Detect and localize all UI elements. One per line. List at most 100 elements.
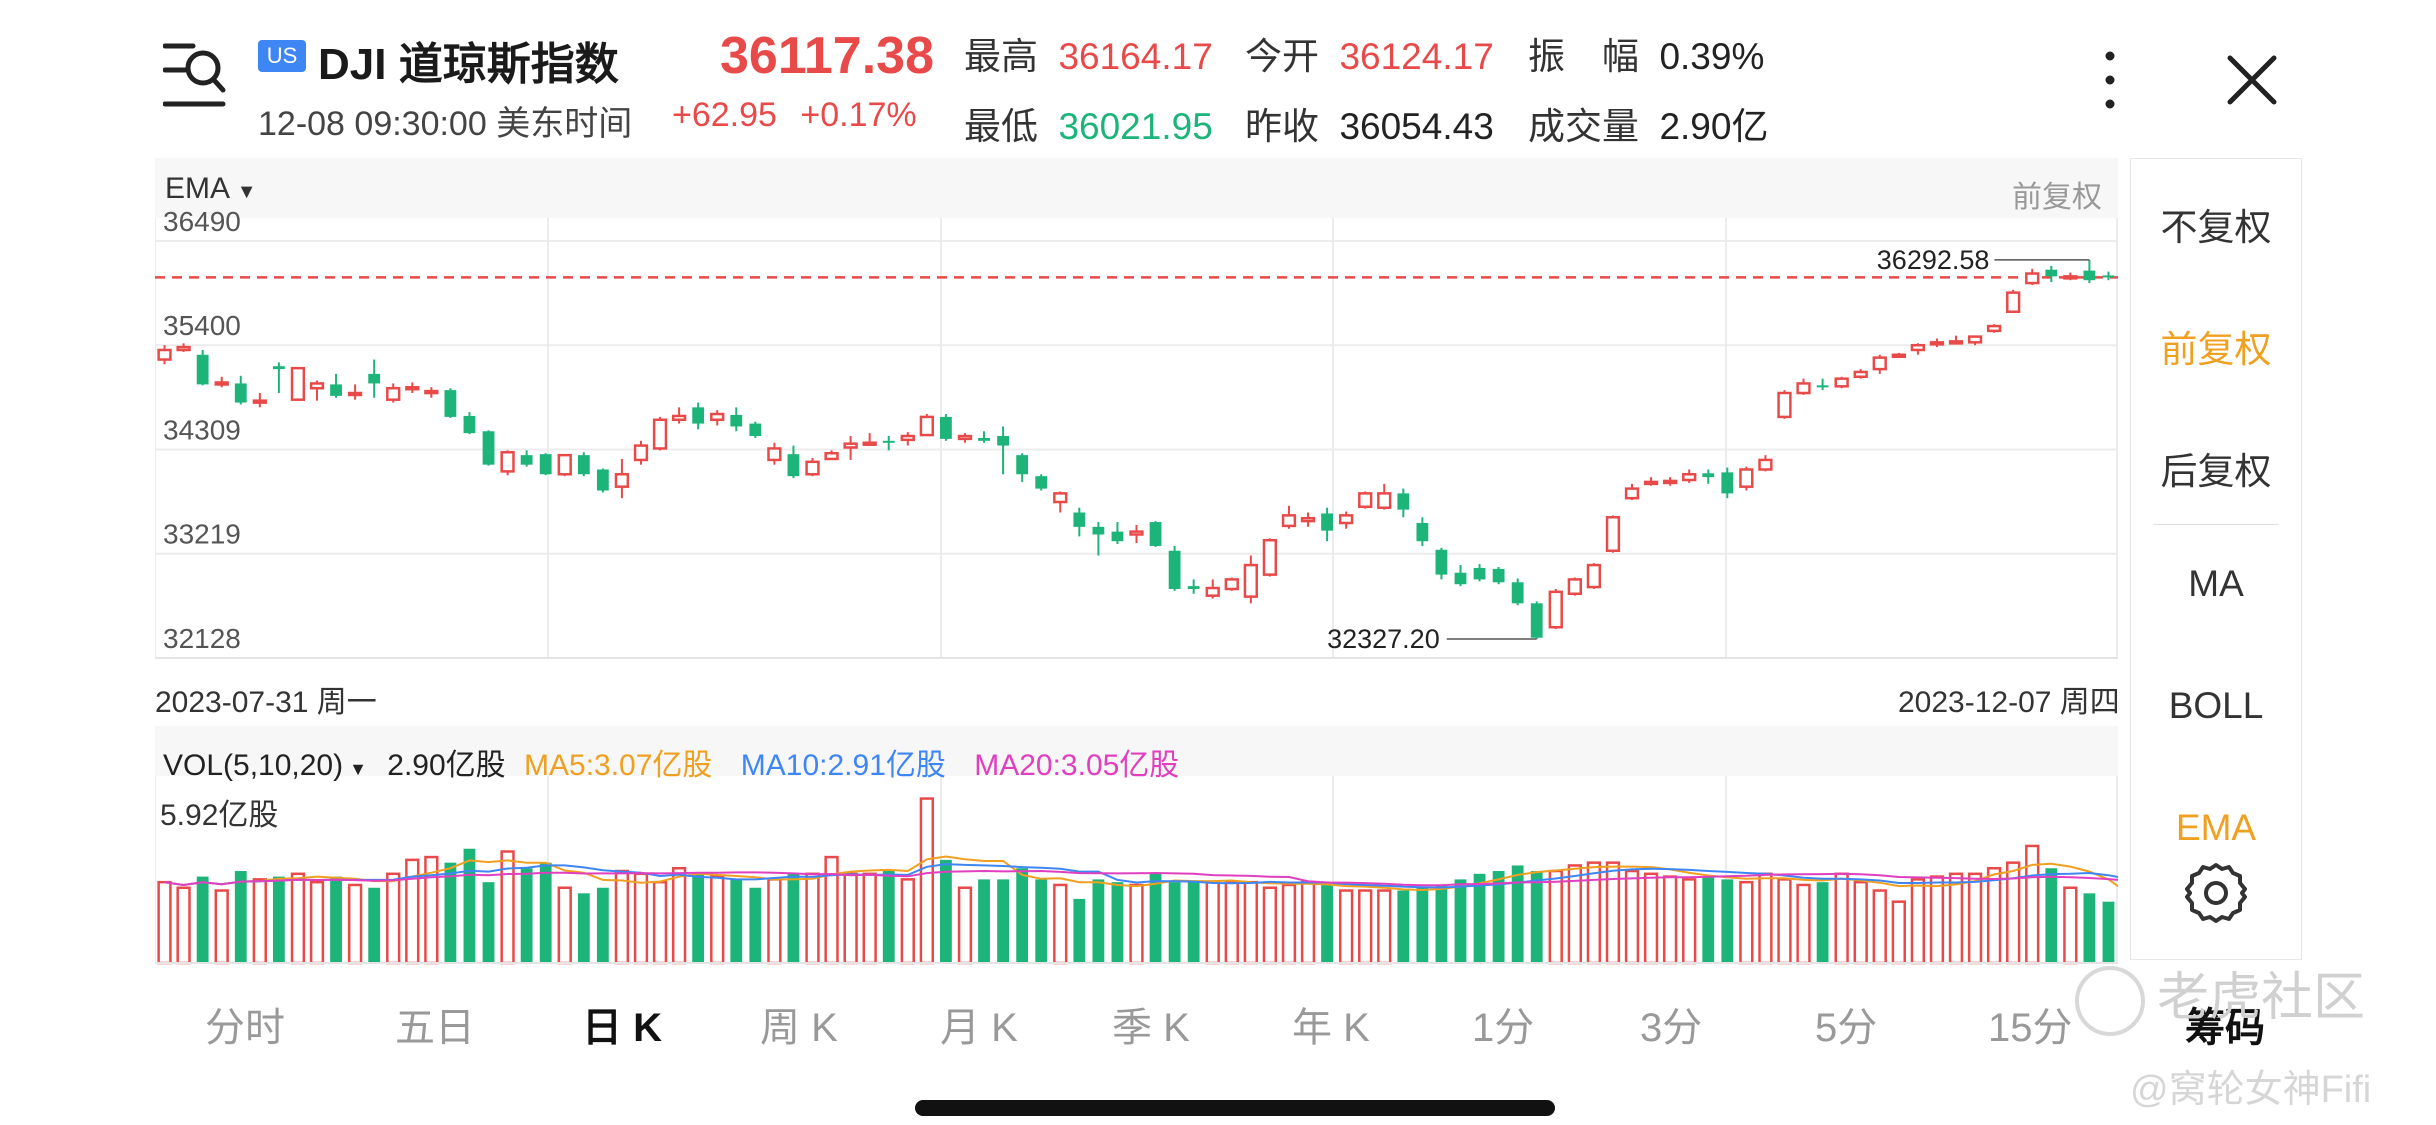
candle-body	[1416, 523, 1429, 542]
volume-bar	[787, 873, 800, 963]
candle-body	[577, 455, 590, 475]
volume-bar	[157, 880, 172, 965]
candle-body	[290, 366, 306, 401]
volume-bar	[1777, 878, 1792, 965]
panel-ma[interactable]: MA	[2188, 563, 2244, 604]
volume-bar	[1416, 887, 1429, 963]
tab-2[interactable]: 日 K	[582, 1006, 662, 1050]
candle-body	[1016, 455, 1029, 475]
tab-10[interactable]: 15分	[1988, 1006, 2073, 1050]
candle-body	[1262, 538, 1278, 576]
volume-bar	[1321, 884, 1333, 963]
candle-body	[1834, 377, 1849, 388]
candle-body	[652, 418, 668, 450]
volume-current: 2.90亿股	[387, 749, 506, 782]
volume-bar	[997, 879, 1010, 963]
volume-bar	[2102, 901, 2115, 963]
candle-body	[1397, 493, 1410, 510]
volume-bar	[882, 871, 895, 963]
volume-bar	[1702, 876, 1715, 963]
volume-bar	[1243, 880, 1259, 965]
volume-bar	[1397, 890, 1410, 963]
volume-bar	[671, 866, 687, 965]
close-icon[interactable]	[2222, 50, 2282, 110]
candle-body	[633, 444, 649, 462]
candle-body	[1187, 586, 1200, 589]
volume-bar	[386, 872, 401, 965]
volume-bar	[1910, 878, 1926, 965]
volume-bar	[730, 879, 743, 963]
candle-body	[1035, 476, 1048, 489]
gear-icon[interactable]	[2182, 859, 2250, 927]
stat-prev-close: 昨收 36054.43	[1245, 106, 1494, 147]
candle-body	[1777, 391, 1792, 419]
panel-ema[interactable]: EMA	[2175, 807, 2257, 848]
y-tick-label: 34309	[163, 415, 241, 446]
caret-down-icon[interactable]: ▼	[349, 759, 367, 779]
candle-body	[500, 451, 515, 473]
candle-body	[843, 442, 858, 449]
tab-6[interactable]: 年 K	[1292, 1006, 1370, 1050]
tab-5[interactable]: 季 K	[1112, 1006, 1190, 1050]
panel-boll[interactable]: BOLL	[2168, 685, 2264, 726]
candle-body	[862, 441, 877, 446]
volume-bar	[1816, 882, 1829, 963]
volume-bar	[1073, 898, 1086, 963]
tab-3[interactable]: 周 K	[760, 1006, 838, 1050]
candle-body	[1624, 487, 1640, 500]
tab-8[interactable]: 3分	[1640, 1006, 1703, 1050]
kline-chart[interactable]: 36490 35400 34309 33219 32128 36292.58 32327.2…	[155, 158, 2118, 968]
candle-body	[368, 373, 381, 384]
stat-high: 最高 36164.17	[964, 36, 1213, 77]
candle-body	[1816, 385, 1829, 388]
volume-bar	[1281, 883, 1297, 965]
tab-9[interactable]: 5分	[1815, 1006, 1878, 1050]
volume-bar	[196, 876, 209, 963]
search-list-icon[interactable]	[162, 40, 227, 110]
volume-bar	[1758, 872, 1773, 965]
volume-bar	[1205, 880, 1220, 965]
candle-body	[1796, 382, 1811, 395]
volume-bar	[1187, 882, 1200, 963]
indicator-selector[interactable]: EMA ▼	[165, 172, 257, 205]
volume-bar	[633, 872, 649, 965]
volume-bar	[2083, 893, 2096, 963]
volume-ma10: MA10:2.91亿股	[740, 749, 946, 782]
volume-bar	[252, 878, 267, 965]
candle-body	[1605, 516, 1621, 552]
candle-body	[405, 386, 420, 391]
tab-1[interactable]: 五日	[395, 1006, 475, 1050]
panel-no-adjust[interactable]: 不复权	[2160, 207, 2272, 248]
tab-11[interactable]: 筹码	[2185, 1006, 2265, 1050]
panel-backward-adjust[interactable]: 后复权	[2160, 451, 2272, 492]
candle-body	[882, 440, 895, 443]
candle-body	[2102, 275, 2115, 278]
volume-max-label: 5.92亿股	[160, 799, 279, 832]
volume-bar	[652, 880, 668, 965]
tab-4[interactable]: 月 K	[940, 1006, 1018, 1050]
candle-body	[157, 348, 172, 361]
tab-7[interactable]: 1分	[1472, 1006, 1535, 1050]
candle-body	[1243, 563, 1259, 598]
tab-0[interactable]: 分时	[205, 1006, 285, 1050]
candle-body	[1205, 586, 1220, 597]
volume-bar	[234, 871, 247, 963]
watermark-user: @窝轮女神Fifi	[2130, 1069, 2372, 1111]
volume-bar	[272, 876, 285, 963]
home-indicator[interactable]	[915, 1100, 1555, 1116]
candle-body	[1149, 522, 1162, 546]
more-vertical-icon[interactable]	[2100, 48, 2120, 112]
tiger-logo-icon	[2075, 966, 2145, 1037]
candle-body	[1872, 356, 1887, 371]
candle-body	[596, 469, 609, 491]
volume-bar	[1511, 865, 1524, 963]
panel-forward-adjust[interactable]: 前复权	[2160, 329, 2272, 370]
candle-body	[1300, 516, 1316, 523]
volume-selector[interactable]: VOL(5,10,20)	[163, 749, 344, 782]
candle-body	[1224, 578, 1239, 591]
candle-body	[1682, 473, 1697, 482]
volume-bar	[2025, 844, 2040, 965]
candle-body	[1586, 563, 1602, 589]
candle-body	[1948, 340, 1964, 345]
volume-bar	[1739, 880, 1754, 965]
